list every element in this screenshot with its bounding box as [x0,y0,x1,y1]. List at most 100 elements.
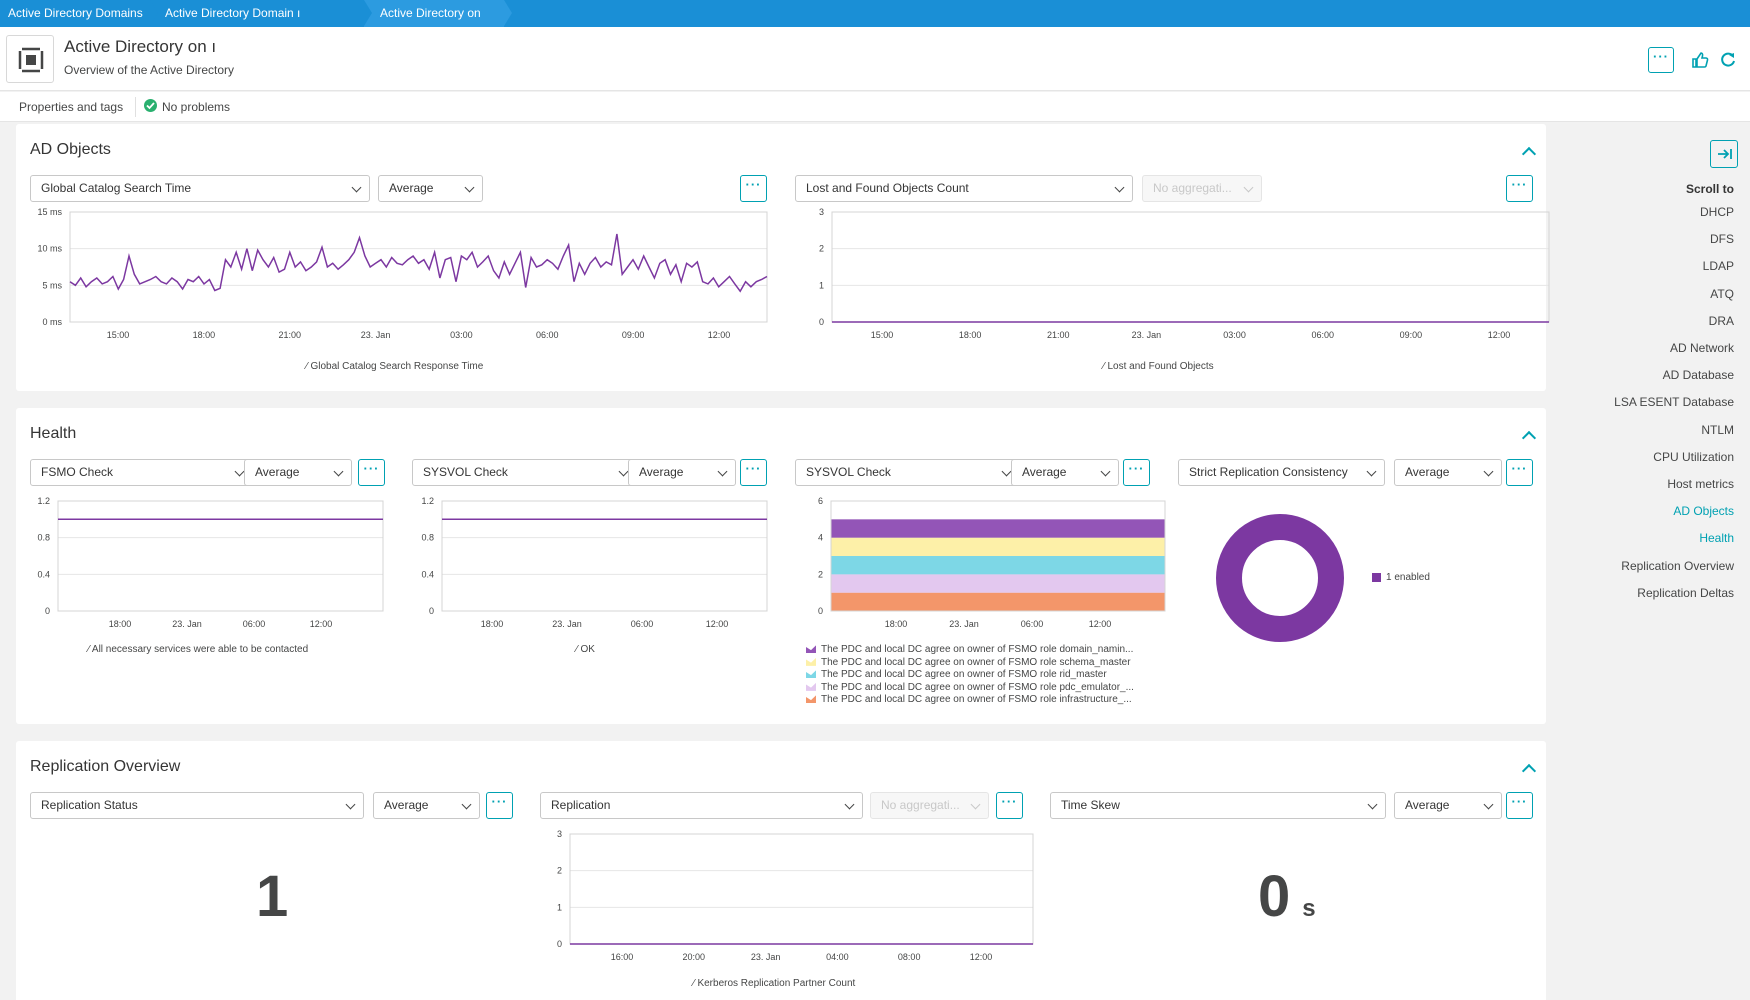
metric-select[interactable]: FSMO Check [30,459,253,486]
tile-menu-button[interactable]: ··· [996,792,1023,819]
donut-slice [1216,514,1344,642]
chart-legend: ⁄ Lost and Found Objects [1103,361,1214,372]
chart-legend: ⁄ All necessary services were able to be… [88,644,308,655]
tile-menu-button[interactable]: ··· [1123,459,1150,486]
line-legend-icon: ⁄ [693,978,695,989]
scroll-to-item-lsa-esent-database[interactable]: LSA ESENT Database [1614,395,1734,410]
breadcrumb-separator [364,0,372,26]
x-tick-label: 12:00 [1488,330,1511,340]
legend-label: The PDC and local DC agree on owner of F… [821,644,1134,655]
time-skew-number: 0 [1258,864,1291,929]
problems-status[interactable]: No problems [162,100,231,114]
aggregation-select[interactable]: No aggregati... [1142,175,1262,202]
tile-menu-button[interactable]: ··· [1506,175,1533,202]
metric-select[interactable]: Strict Replication Consistency [1178,459,1385,486]
scroll-to-item-replication-deltas[interactable]: Replication Deltas [1637,585,1734,600]
scroll-to-item-atq[interactable]: ATQ [1710,286,1734,301]
breadcrumb-item-current[interactable]: Active Directory on [364,0,504,27]
metric-select[interactable]: Replication [540,792,863,819]
scroll-to-item-host-metrics[interactable]: Host metrics [1667,477,1734,491]
breadcrumb-item-domains[interactable]: Active Directory Domains [0,0,150,27]
legend-item: The PDC and local DC agree on owner of F… [806,669,1134,682]
breadcrumb: Active Directory Domains Active Director… [0,0,1750,27]
aggregation-select[interactable]: Average [244,459,352,486]
time-skew-unit: s [1302,895,1316,922]
y-tick-label: 3 [819,207,824,217]
stack-band [831,537,1165,556]
scroll-to-item-health[interactable]: Health [1699,531,1734,546]
collapse-icon[interactable] [1521,763,1537,779]
x-tick-label: 03:00 [450,330,473,340]
aggregation-select[interactable]: No aggregati... [870,792,989,819]
y-tick-label: 1 [557,902,562,912]
scroll-to-item-ntlm[interactable]: NTLM [1701,422,1734,437]
scroll-to-item-dra[interactable]: DRA [1708,313,1734,328]
x-tick-label: 23. Jan [751,952,781,962]
chevron-down-icon [461,799,472,810]
tile-menu-button[interactable]: ··· [740,175,767,202]
scroll-to-item-replication-overview[interactable]: Replication Overview [1621,558,1734,573]
y-tick-label: 0 [557,939,562,949]
scroll-to-item-dfs[interactable]: DFS [1710,232,1734,247]
chevron-down-icon [1114,182,1125,193]
sysvol-stacked-chart: 0 2 4 6 18:00 23. Jan 06:00 12:00 [818,496,1166,629]
aggregation-select[interactable]: Average [1394,792,1502,819]
select-value: Average [1405,798,1450,812]
collapse-icon[interactable] [1521,430,1537,446]
x-tick-label: 18:00 [109,619,132,629]
aggregation-select[interactable]: Average [378,175,483,202]
collapse-sidebar-icon [1718,149,1732,159]
aggregation-select[interactable]: Average [1011,459,1119,486]
legend-label: 1 enabled [1386,572,1430,583]
metric-select[interactable]: Global Catalog Search Time [30,175,370,202]
metric-select[interactable]: Replication Status [30,792,364,819]
ad-objects-panel: AD Objects Global Catalog Search Time Av… [16,124,1550,391]
y-tick-label: 15 ms [37,207,62,217]
scroll-to-item-ad-objects[interactable]: AD Objects [1673,504,1734,519]
properties-and-tags-link[interactable]: Properties and tags [19,100,124,114]
properties-bar: Properties and tags No problems [0,92,1750,122]
host-icon [6,35,54,83]
x-tick-label: 21:00 [278,330,301,340]
breadcrumb-item-domain[interactable]: Active Directory Domain ı [160,0,360,27]
scroll-to-item-dhcp[interactable]: DHCP [1699,205,1734,219]
scroll-to-item-cpu-utilization[interactable]: CPU Utilization [1653,449,1734,464]
more-actions-button[interactable]: ··· [1648,47,1674,73]
metric-select[interactable]: SYSVOL Check [412,459,637,486]
y-tick-label: 0 [45,606,50,616]
metric-select[interactable]: SYSVOL Check [795,459,1020,486]
area-legend-icon [806,645,816,654]
select-value: Replication Status [41,798,138,812]
legend-item: The PDC and local DC agree on owner of F… [806,657,1134,670]
tile-menu-button[interactable]: ··· [740,459,767,486]
scroll-to-item-ad-network[interactable]: AD Network [1669,341,1734,355]
replication-status-value: 1 [256,864,289,929]
tile-menu-button[interactable]: ··· [1506,459,1533,486]
collapse-icon[interactable] [1521,146,1537,162]
aggregation-select[interactable]: Average [628,459,736,486]
tile-menu-button[interactable]: ··· [1506,792,1533,819]
tile-menu-button[interactable]: ··· [486,792,513,819]
aggregation-select[interactable]: Average [1394,459,1502,486]
tile-menu-button[interactable]: ··· [358,459,385,486]
y-tick-label: 6 [818,496,823,506]
divider [135,97,136,117]
legend-item: The PDC and local DC agree on owner of F… [806,644,1134,657]
scroll-to-item-ldap[interactable]: LDAP [1702,259,1734,274]
metric-select[interactable]: Lost and Found Objects Count [795,175,1133,202]
x-tick-label: 20:00 [683,952,706,962]
aggregation-select[interactable]: Average [373,792,480,819]
breadcrumb-label: Active Directory Domains [8,6,143,20]
scroll-to-item-ad-database[interactable]: AD Database [1662,368,1734,383]
sidebar-toggle-button[interactable] [1710,140,1738,168]
stack-band [831,556,1165,575]
select-value: Lost and Found Objects Count [806,181,969,195]
plot-border [830,500,1166,612]
thumbs-up-icon[interactable] [1690,50,1710,70]
refresh-icon[interactable] [1718,50,1738,70]
x-tick-label: 12:00 [708,330,731,340]
line-legend-icon: ⁄ [306,361,308,372]
y-tick-label: 0.4 [37,569,50,579]
metric-select[interactable]: Time Skew [1050,792,1386,819]
